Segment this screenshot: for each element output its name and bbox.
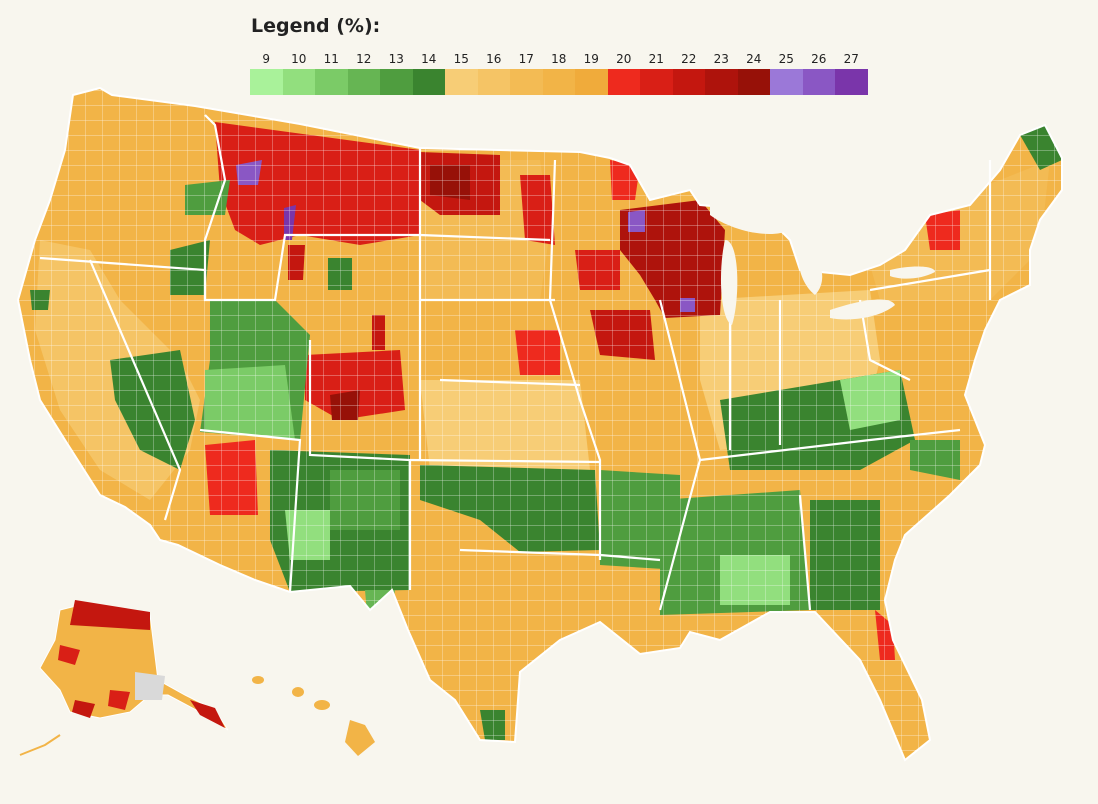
- hawaii-big-island: [345, 720, 375, 756]
- legend-item-label: 13: [388, 52, 404, 66]
- alaska-north-slope: [70, 600, 150, 630]
- state-borders: [39, 114, 992, 611]
- legend-swatch: [835, 69, 868, 95]
- alaska-peninsula-red: [72, 700, 95, 718]
- legend-swatch: [445, 69, 478, 95]
- alaska-nodata: [135, 672, 165, 700]
- legend-item-label: 18: [551, 52, 567, 66]
- legend-item-label: 17: [518, 52, 534, 66]
- legend-swatch: [380, 69, 413, 95]
- legend-swatch: [672, 69, 705, 95]
- legend-item: 9: [250, 52, 283, 95]
- legend-item-label: 20: [616, 52, 632, 66]
- legend-item-label: 23: [713, 52, 729, 66]
- legend-item: 20: [607, 52, 640, 95]
- legend-swatch: [250, 69, 283, 95]
- legend-swatch: [477, 69, 510, 95]
- county-grid-overlay: [18, 88, 1062, 760]
- legend-item-label: 24: [746, 52, 762, 66]
- legend-item-label: 10: [291, 52, 307, 66]
- legend-swatch: [412, 69, 445, 95]
- legend-swatch: [737, 69, 770, 95]
- legend-item: 21: [640, 52, 673, 95]
- legend-swatch: [575, 69, 608, 95]
- border-oregon-idaho-wyoming: [39, 233, 420, 302]
- legend-swatch: [607, 69, 640, 95]
- legend-item-label: 12: [356, 52, 372, 66]
- legend-item: 23: [705, 52, 738, 95]
- hawaii-oahu: [292, 687, 304, 697]
- border-ut-az: [199, 428, 302, 593]
- legend-title: Legend (%):: [251, 15, 381, 37]
- border-nd-sd: [419, 233, 551, 242]
- legend-swatch: [640, 69, 673, 95]
- legend-item-label: 15: [453, 52, 469, 66]
- alaska-south-red: [108, 690, 130, 710]
- lake-superior: [710, 194, 792, 235]
- legend-item: 14: [412, 52, 445, 95]
- border-ne-ks: [439, 378, 581, 387]
- legend-item-label: 14: [421, 52, 437, 66]
- legend-swatch: [347, 69, 380, 95]
- legend-item-label: 26: [811, 52, 827, 66]
- lake-huron: [798, 250, 823, 295]
- legend-swatch: [282, 69, 315, 95]
- legend-swatch: [510, 69, 543, 95]
- legend-item: 10: [282, 52, 315, 95]
- legend-item: 13: [380, 52, 413, 95]
- border-mn-ia-mo-ar: [548, 159, 602, 560]
- alaska-panhandle-red: [190, 700, 225, 728]
- legend-item-label: 21: [648, 52, 664, 66]
- border-pa-oh: [858, 299, 911, 381]
- legend-item: 27: [835, 52, 868, 95]
- border-co-nm: [308, 340, 412, 590]
- alaska-west-red: [58, 645, 80, 665]
- hawaii-maui-molokai: [314, 700, 330, 710]
- legend-swatch: [705, 69, 738, 95]
- border-ks-ok: [409, 458, 601, 464]
- border-tx-ok: [459, 548, 601, 557]
- legend-item: 19: [575, 52, 608, 95]
- legend-item: 16: [477, 52, 510, 95]
- legend-item: 17: [510, 52, 543, 95]
- hawaii: [252, 676, 375, 756]
- legend-item-label: 9: [262, 52, 271, 66]
- county-grid: [18, 88, 1062, 760]
- legend-item-label: 25: [778, 52, 794, 66]
- legend: 9 10 11 12 13 14 15 16 17 18 19 20 21 22 23 24 25 26 27: [250, 52, 868, 95]
- alaska-mainland: [39, 604, 229, 731]
- hawaii-kauai: [252, 676, 264, 684]
- legend-item: 22: [672, 52, 705, 95]
- legend-item: 12: [347, 52, 380, 95]
- legend-swatch: [802, 69, 835, 95]
- alaska: [19, 600, 229, 756]
- lake-erie: [830, 299, 895, 320]
- border-ar-la: [599, 553, 661, 562]
- border-al-ga: [798, 494, 812, 611]
- aleutian-islands: [19, 734, 61, 756]
- lake-michigan: [720, 240, 738, 325]
- legend-item: 15: [445, 52, 478, 95]
- border-wa-id: [203, 114, 227, 300]
- legend-item: 11: [315, 52, 348, 95]
- legend-item: 26: [802, 52, 835, 95]
- legend-item-label: 19: [583, 52, 599, 66]
- legend-item-label: 22: [681, 52, 697, 66]
- legend-item-label: 27: [843, 52, 859, 66]
- legend-swatch: [770, 69, 803, 95]
- border-tn-ky: [699, 428, 961, 462]
- legend-item: 25: [770, 52, 803, 95]
- legend-swatch: [315, 69, 348, 95]
- lake-ontario: [890, 266, 935, 279]
- border-ny-pa: [869, 268, 991, 292]
- legend-item: 24: [737, 52, 770, 95]
- legend-swatch: [542, 69, 575, 95]
- legend-item: 18: [542, 52, 575, 95]
- border-ca-nv: [88, 259, 182, 521]
- legend-item-label: 11: [323, 52, 339, 66]
- legend-item-label: 16: [486, 52, 502, 66]
